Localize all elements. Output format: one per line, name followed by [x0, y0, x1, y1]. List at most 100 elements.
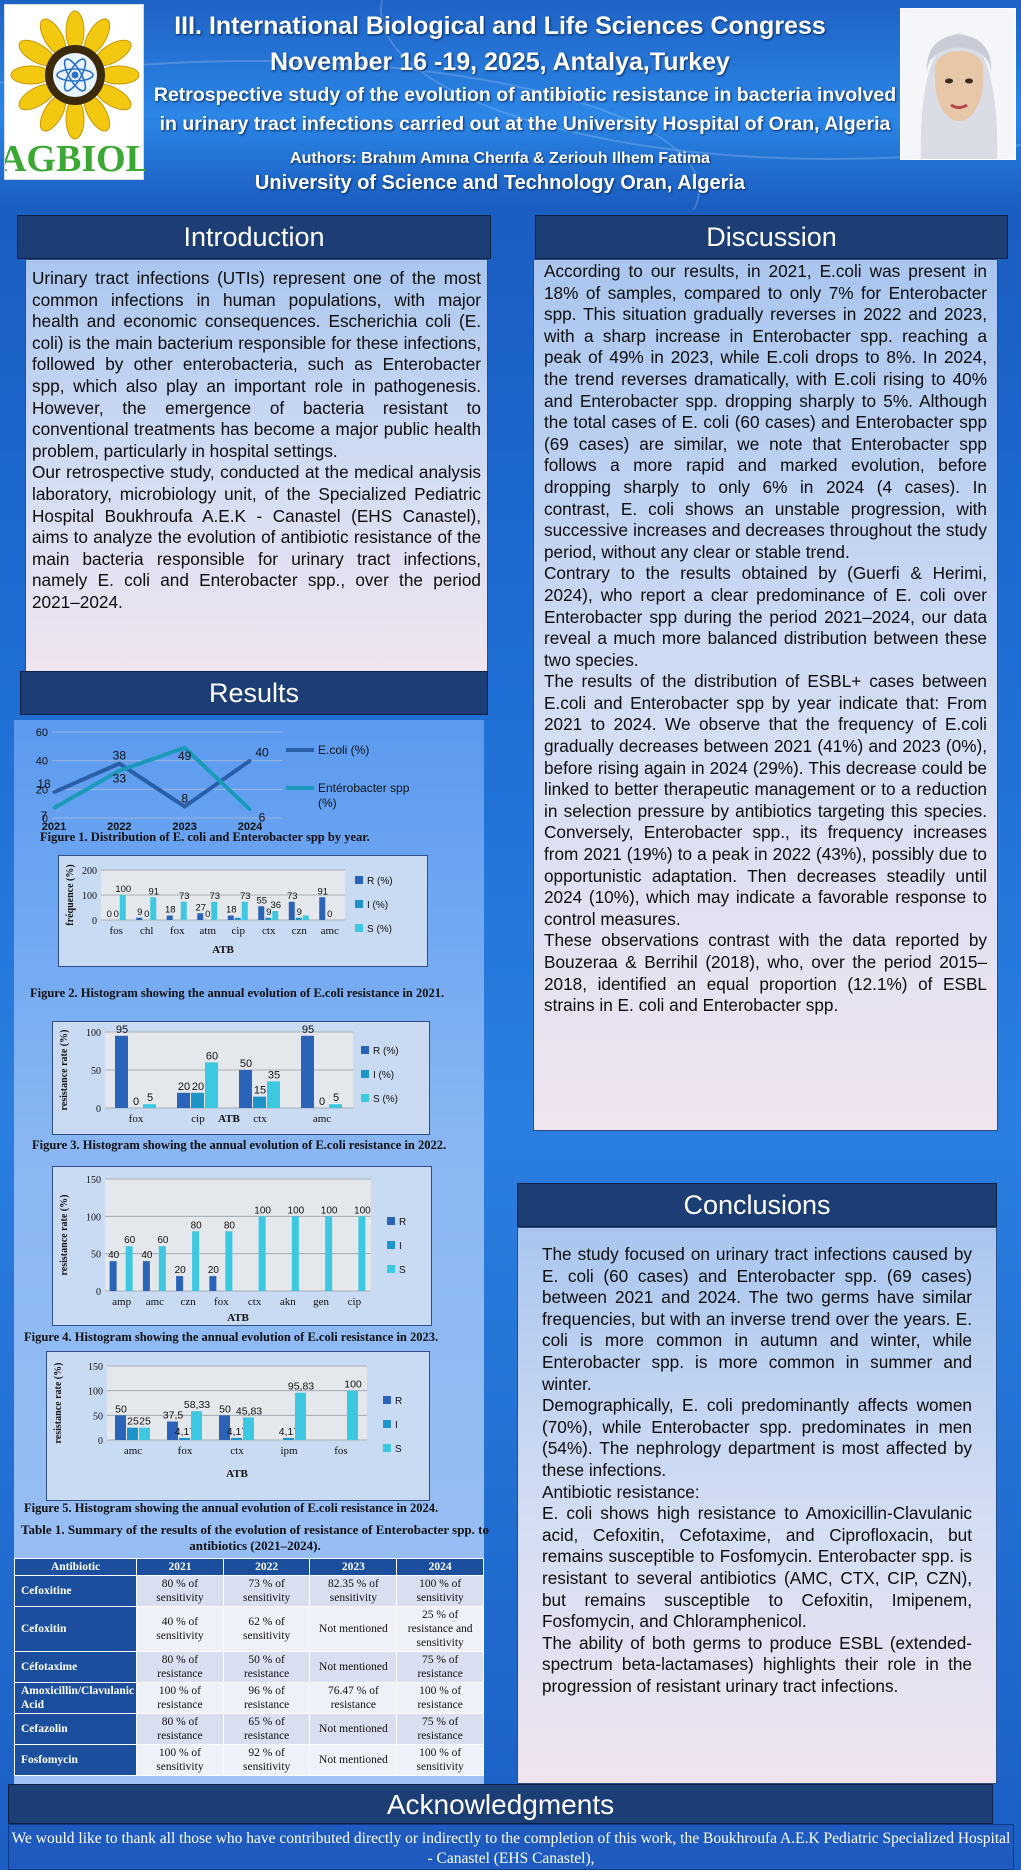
bar-r: [115, 1415, 126, 1440]
bar-r: [209, 1276, 217, 1291]
bar-r: [239, 1070, 252, 1108]
data-point: [52, 790, 56, 794]
conclusions-panel: The study focused on urinary tract infec…: [517, 1227, 997, 1784]
x-tick-label: ipm: [280, 1445, 298, 1457]
legend-label: (%): [318, 796, 337, 810]
table-row: Cefazolin 80 % of resistance 65 % of resis…: [13, 1713, 484, 1745]
legend-label: S: [395, 1444, 402, 1455]
data-label: 50: [219, 1403, 231, 1415]
discussion-panel: According to our results, in 2021, E.col…: [533, 259, 998, 1131]
y-tick-label: 0: [92, 916, 97, 927]
author-photo: [900, 8, 1016, 160]
legend-label: R (%): [367, 876, 393, 887]
table-cell: 62 % of sensitivity: [222, 1606, 311, 1652]
data-label: 9: [266, 907, 271, 918]
data-label: 91: [148, 886, 159, 897]
data-label: 20: [178, 1081, 190, 1093]
data-label: 0: [133, 1096, 139, 1108]
bar-r: [288, 901, 295, 920]
data-label: 100: [288, 1205, 305, 1216]
bar-r: [227, 915, 234, 920]
data-label: 100: [321, 1205, 338, 1216]
x-tick-label: fox: [170, 925, 185, 937]
x-tick-label: amc: [146, 1296, 164, 1308]
bar-s: [291, 1216, 299, 1291]
bar-s: [211, 901, 218, 920]
y-tick-label: 0: [96, 1287, 101, 1298]
bar-s: [119, 895, 126, 920]
data-label: 37,5: [163, 1410, 184, 1422]
data-label: 36: [270, 900, 281, 911]
bar-s: [267, 1081, 280, 1108]
table-cell: 82.35 % of sensitivity: [309, 1575, 398, 1607]
introduction-panel: Urinary tract infections (UTIs) represen…: [25, 259, 488, 672]
legend-swatch: [361, 1070, 369, 1078]
data-label: 100: [354, 1205, 371, 1216]
data-label: 50: [115, 1403, 127, 1415]
data-label: 9: [137, 907, 142, 918]
data-label: 40: [141, 1250, 153, 1261]
data-label: 15: [254, 1085, 266, 1097]
data-label: 0: [144, 909, 149, 920]
authors: Authors: Brahım Amına Cherıfa & Zeriouh …: [290, 150, 710, 167]
table-row-header: Céfotaxime: [13, 1651, 138, 1683]
discussion-paragraph: Contrary to the results obtained by (Gue…: [544, 563, 987, 670]
figure5-caption: Figure 5. Histogram showing the annual e…: [24, 1501, 439, 1515]
table-cell: 76.47 % of resistance: [309, 1682, 398, 1714]
bar-r: [142, 1261, 150, 1291]
legend-label: R: [399, 1217, 406, 1228]
data-label: 0: [107, 909, 112, 920]
legend-label: I (%): [367, 900, 388, 911]
y-axis-label: fréquence (%): [65, 864, 76, 925]
table-row-header: Fosfomycin: [13, 1744, 138, 1776]
bar-s: [125, 1246, 133, 1291]
y-tick-label: 0: [96, 1104, 101, 1115]
results-heading: Results: [20, 671, 488, 715]
bar-s: [325, 1216, 333, 1291]
data-point: [183, 746, 187, 750]
legend-label: S (%): [367, 924, 392, 935]
legend-swatch: [361, 1094, 369, 1102]
data-label: 73: [179, 891, 190, 902]
data-label: 60: [157, 1235, 169, 1246]
data-label: 7: [41, 809, 48, 823]
bar-s: [180, 901, 187, 920]
bar-s: [205, 1062, 218, 1108]
legend-swatch: [387, 1265, 395, 1273]
x-tick-label: akn: [280, 1296, 296, 1308]
series-line-1: [53, 745, 252, 811]
figure4-bar-chart: 0 50 100 150 amp 40 60 amc 40 60 czn 20 80 fox 20 80 ctx…: [59, 1175, 406, 1324]
bar-s: [241, 901, 248, 920]
data-label: 58,33: [184, 1399, 210, 1411]
data-point: [117, 769, 121, 773]
data-label: 0: [319, 1096, 325, 1108]
data-label: 95: [116, 1024, 128, 1036]
y-tick-label: 200: [82, 866, 97, 877]
x-tick-label: cip: [348, 1296, 362, 1308]
bar-s: [302, 915, 309, 920]
bar-i: [179, 1437, 190, 1440]
x-axis-label: ATB: [226, 1468, 248, 1480]
data-label: 95,83: [288, 1381, 314, 1393]
data-label: 73: [287, 891, 298, 902]
x-axis-label: ATB: [218, 1113, 240, 1125]
data-label: 20: [192, 1081, 204, 1093]
data-label: 100: [254, 1205, 271, 1216]
y-tick-label: 0: [42, 813, 48, 825]
x-tick-label: gen: [313, 1296, 329, 1308]
bar-s: [347, 1390, 358, 1440]
agbiol-logo: AGBIOL: [0, 4, 151, 180]
data-point: [248, 759, 252, 763]
data-label: 40: [255, 746, 269, 760]
data-label: 40: [108, 1250, 120, 1261]
x-tick-label: 2022: [107, 821, 131, 832]
table-row: Cefoxitin 40 % of sensitivity 62 % of sens…: [13, 1606, 484, 1652]
legend-swatch: [387, 1241, 395, 1249]
author-portrait-icon: [901, 9, 1015, 159]
figure3-caption: Figure 3. Histogram showing the annual e…: [32, 1138, 447, 1152]
bar-r: [319, 897, 326, 920]
x-tick-label: atm: [200, 925, 217, 937]
table-header-cell: Antibiotic: [13, 1558, 138, 1576]
data-point: [183, 805, 187, 809]
y-tick-label: 50: [91, 1250, 101, 1261]
